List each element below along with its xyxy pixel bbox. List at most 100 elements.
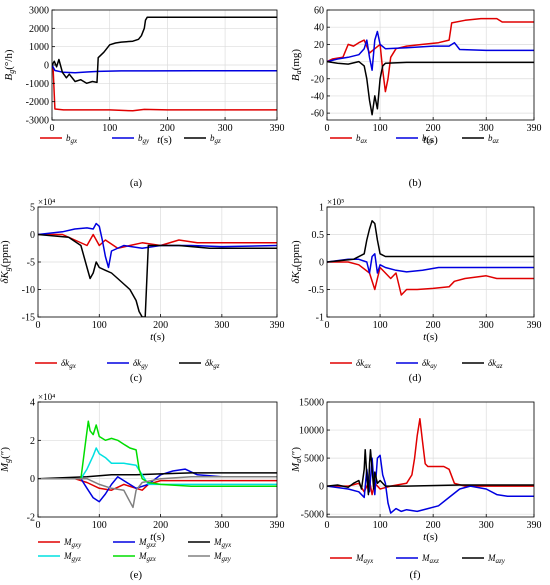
legend-label-0: bgx	[66, 133, 78, 145]
y-tick-label-3: 0	[319, 482, 324, 493]
y-tick-label-2: 0	[319, 258, 324, 269]
legend-label-0: Mgxy	[63, 537, 82, 549]
x-tick-label-2: 200	[426, 320, 441, 331]
series-line-0	[52, 64, 277, 112]
y-tick-label-3: -10	[22, 285, 35, 296]
y-tick-label-3: 0	[44, 61, 49, 72]
x-axis-label: t(s)	[150, 531, 165, 543]
y-axis-label: Ma(″)	[290, 447, 303, 473]
y-tick-label-4: -15	[22, 313, 35, 324]
y-tick-label-2: -5	[27, 258, 35, 269]
y-tick-label-1: 0.5	[312, 230, 325, 241]
legend-label-1: Maxz	[421, 553, 439, 565]
x-tick-label-0: 0	[36, 320, 41, 331]
legend-label-2: Mgyx	[213, 537, 232, 549]
y-tick-label-5: -40	[311, 91, 324, 102]
x-tick-label-1: 100	[92, 520, 107, 531]
legend-label-0: Mayx	[355, 553, 374, 565]
series-line-0	[327, 261, 534, 296]
x-tick-label-4: 390	[270, 320, 285, 331]
legend-label-5: Mgzy	[213, 551, 232, 563]
x-tick-label-3: 300	[479, 123, 494, 134]
x-tick-label-4: 390	[527, 320, 542, 331]
x-tick-label-3: 300	[218, 123, 233, 134]
legend-label-4: Mgzx	[138, 551, 157, 563]
legend-label-0: δkax	[356, 358, 372, 370]
x-axis-label: t(s)	[423, 331, 438, 343]
x-tick-label-1: 100	[102, 123, 117, 134]
y-tick-label-2: 0	[30, 474, 35, 485]
series-line-2	[38, 233, 277, 317]
x-axis-label: t(s)	[157, 134, 172, 146]
y-multiplier: ×10⁴	[38, 197, 55, 207]
x-tick-label-1: 100	[373, 123, 388, 134]
y-tick-label-0: 15000	[299, 398, 324, 409]
legend-label-1: δkay	[422, 358, 438, 370]
series-line-0	[327, 17, 534, 93]
x-tick-label-3: 300	[214, 520, 229, 531]
x-tick-label-1: 100	[373, 520, 388, 531]
legend-label-3: Mgyz	[63, 551, 81, 563]
legend-label-2: Mazy	[487, 553, 506, 565]
chart-f: 0 100 200 300 390150001000050000-5000t(s)Ma(…	[290, 398, 542, 582]
x-tick-label-0: 0	[325, 123, 330, 134]
panel-caption: (c)	[130, 372, 143, 384]
legend-label-2: δkgz	[205, 358, 220, 370]
legend-label-0: bax	[356, 133, 368, 145]
y-tick-label-0: 5	[30, 203, 35, 214]
panel-caption: (f)	[410, 569, 421, 581]
x-axis-label: t(s)	[150, 331, 165, 343]
series-line-5	[38, 476, 277, 509]
y-tick-label-4: -20	[311, 74, 324, 85]
series-line-2	[52, 16, 277, 85]
x-tick-label-2: 200	[153, 520, 168, 531]
legend-label-0: δkgx	[61, 358, 77, 370]
legend-label-2: δkaz	[488, 358, 503, 370]
series-line-1	[52, 64, 277, 74]
y-tick-label-0: 3000	[29, 6, 49, 17]
panel-caption: (b)	[409, 177, 422, 189]
plot-frame	[37, 401, 278, 518]
legend-label-1: bay	[422, 133, 434, 145]
y-axis-label: Bg(°/h)	[3, 49, 16, 80]
y-tick-label-1: 10000	[299, 426, 324, 437]
chart-b: 0 100 200 300 3906040200-20-40-60t(s)Ba(mg)b…	[290, 6, 542, 190]
series-line-1	[327, 30, 534, 71]
chart-a: 0 100 200 300 390 3000 2000 1000 0 -1000 -2000 -300…	[3, 6, 285, 190]
y-axis-label: δKa(ppm)	[290, 240, 303, 284]
legend-label-1: bgy	[138, 133, 150, 145]
chart-c: 0 100 200 300 390 5 0 -5 -10 -15 ×10⁴ t(s) δKg(ppm) δ…	[0, 197, 285, 384]
y-tick-label-0: 4	[30, 398, 35, 409]
x-tick-label-3: 300	[479, 320, 494, 331]
series-line-4	[38, 420, 277, 488]
x-tick-label-2: 200	[426, 520, 441, 531]
legend-label-1: Mgxz	[138, 537, 156, 549]
x-tick-label-4: 390	[270, 520, 285, 531]
y-axis-label: Ba(mg)	[290, 49, 303, 81]
y-tick-label-0: 1	[319, 203, 324, 214]
series-line-2	[38, 472, 277, 480]
x-tick-label-2: 200	[153, 320, 168, 331]
x-tick-label-3: 300	[214, 320, 229, 331]
y-tick-label-1: 40	[314, 23, 324, 34]
legend-label-2: bgz	[210, 133, 221, 145]
y-tick-label-2: 1000	[29, 42, 49, 53]
series-line-2	[327, 448, 534, 496]
y-multiplier: ×10⁵	[327, 197, 344, 207]
series-line-0	[38, 477, 277, 491]
y-tick-label-3: 0	[319, 57, 324, 68]
x-tick-label-2: 200	[160, 123, 175, 134]
x-tick-label-4: 390	[527, 520, 542, 531]
y-multiplier: ×10⁴	[38, 392, 55, 402]
x-tick-label-1: 100	[373, 320, 388, 331]
legend-label-2: baz	[488, 133, 499, 145]
y-tick-label-4: -1000	[26, 79, 49, 90]
y-tick-label-4: -5000	[301, 510, 324, 521]
y-axis-label: Mg(″)	[0, 447, 12, 473]
y-tick-label-1: 0	[30, 230, 35, 241]
y-tick-label-3: -0.5	[308, 285, 324, 296]
x-tick-label-2: 200	[426, 123, 441, 134]
y-tick-label-5: -2000	[26, 97, 49, 108]
